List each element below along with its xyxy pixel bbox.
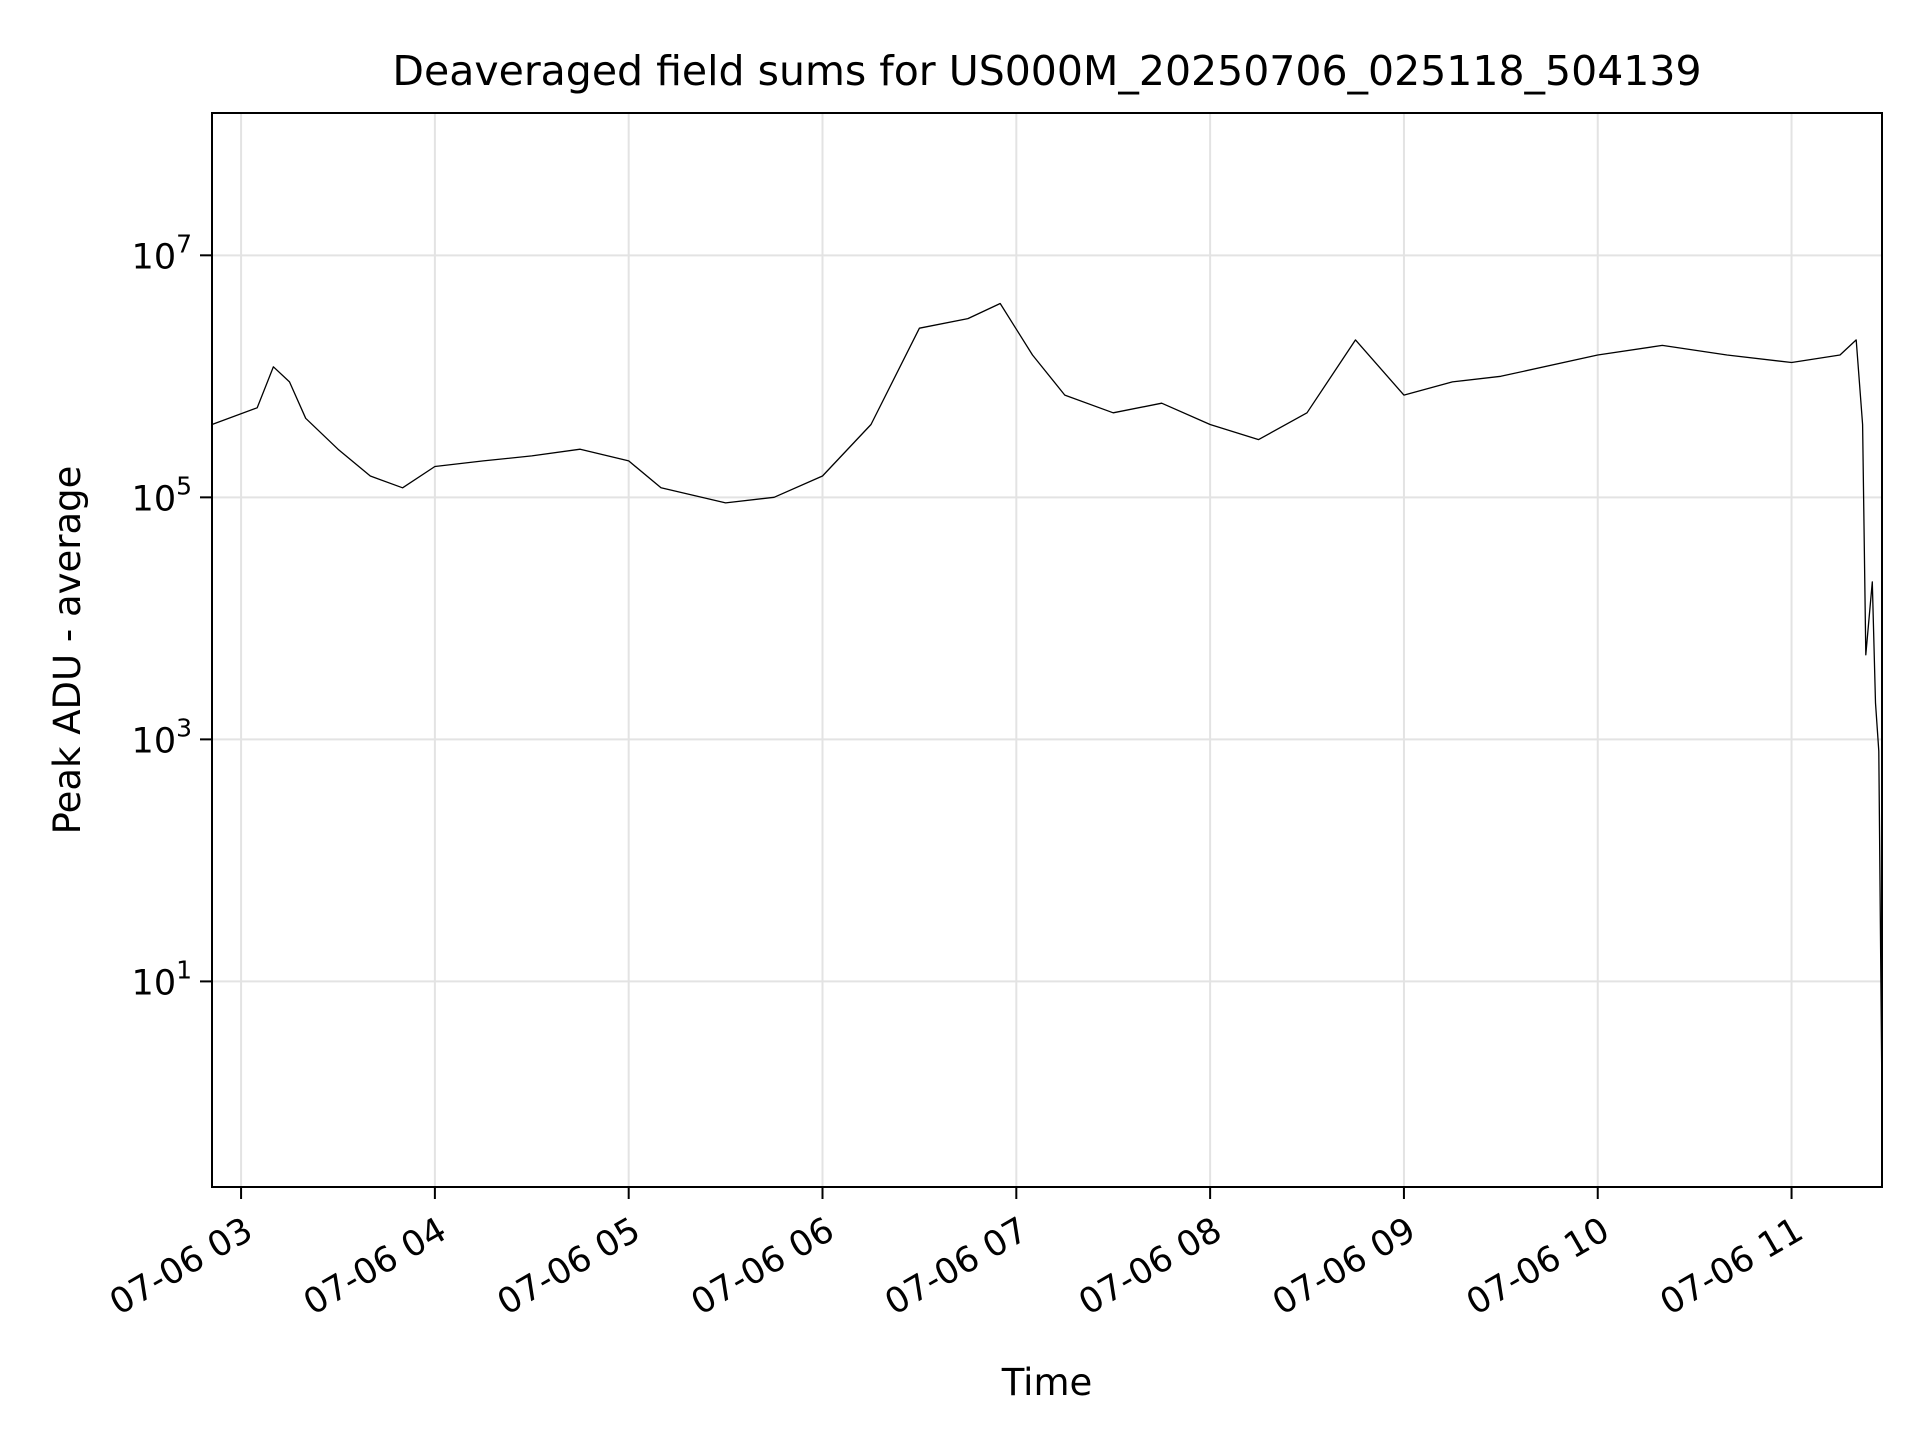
series-line	[211, 302, 1883, 1103]
x-axis-label: Time	[1001, 1361, 1093, 1404]
y-tick-label: 103	[132, 713, 192, 761]
chart-title: Deaveraged field sums for US000M_2025070…	[392, 47, 1701, 95]
y-tick-label: 107	[132, 229, 192, 277]
y-axis-label: Peak ADU - average	[46, 466, 89, 835]
plot-frame	[211, 112, 1883, 1188]
y-tick-label: 101	[132, 955, 192, 1003]
y-axis: 101 103 105 107	[132, 229, 212, 1003]
y-tick-label: 105	[132, 471, 192, 519]
grid	[212, 113, 1882, 1187]
